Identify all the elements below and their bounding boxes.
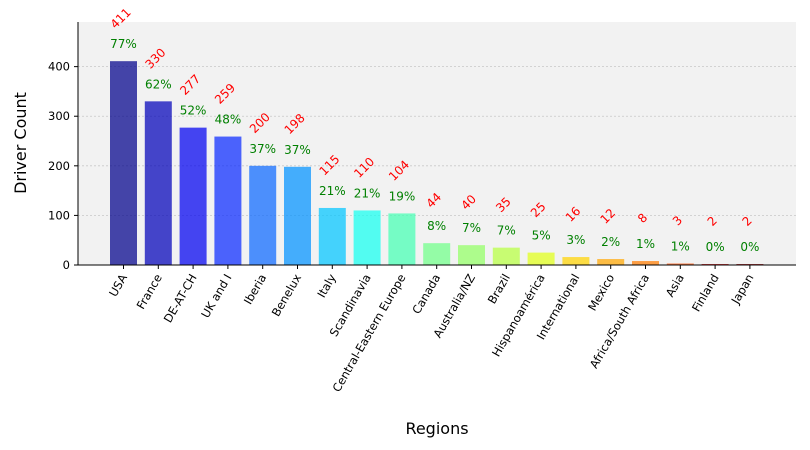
- percent-label: 21%: [354, 186, 381, 200]
- x-tick-label: Finland: [689, 272, 722, 315]
- x-tick-label: Iberia: [241, 272, 269, 307]
- percent-label: 21%: [319, 184, 346, 198]
- percent-label: 7%: [497, 224, 516, 238]
- percent-label: 3%: [566, 233, 585, 247]
- x-tick-label: Mexico: [585, 272, 617, 314]
- percent-labels: 77% 62% 52% 48% 37% 37% 21% 21% 19% 8% 7% 7% 5% 3% 2% 1…: [110, 37, 759, 254]
- percent-label: 19%: [389, 189, 416, 203]
- bars: [110, 61, 764, 265]
- x-tick-label: France: [134, 272, 165, 312]
- bar: [110, 61, 137, 265]
- x-tick-label: Benelux: [269, 271, 305, 319]
- percent-label: 1%: [671, 240, 690, 254]
- percent-label: 2%: [601, 235, 620, 249]
- bar: [214, 136, 242, 265]
- bar: [284, 166, 311, 265]
- bar: [562, 257, 590, 265]
- bar: [388, 213, 416, 265]
- bar: [597, 259, 625, 265]
- y-tick-label: 200: [48, 159, 70, 173]
- bar: [492, 247, 520, 265]
- percent-label: 62%: [145, 77, 172, 91]
- x-tick-label: Asia: [663, 272, 687, 300]
- bar: [632, 261, 659, 265]
- x-tick-label: Italy: [314, 271, 339, 300]
- y-tick-label: 400: [48, 60, 70, 74]
- percent-label: 52%: [180, 104, 207, 118]
- y-tick-label: 0: [63, 258, 70, 272]
- y-tick-label: 300: [48, 109, 70, 123]
- percent-label: 1%: [636, 237, 655, 251]
- percent-label: 7%: [462, 221, 481, 235]
- x-tick-label: USA: [106, 271, 130, 299]
- percent-label: 5%: [532, 229, 551, 243]
- percent-label: 37%: [249, 142, 276, 156]
- percent-label: 77%: [110, 37, 137, 51]
- y-tick-label: 100: [48, 208, 70, 222]
- percent-label: 37%: [284, 143, 311, 157]
- percent-label: 8%: [427, 219, 446, 233]
- x-tick-label: Brazil: [485, 272, 513, 307]
- bar: [249, 165, 277, 265]
- y-axis-title: Driver Count: [11, 92, 30, 194]
- x-tick-label: Japan: [728, 272, 757, 308]
- percent-label: 0%: [706, 240, 725, 254]
- bar: [144, 101, 172, 265]
- x-tick-label: Canada: [409, 272, 443, 317]
- x-tick-label: DE-AT-CH: [161, 272, 200, 326]
- bar: [458, 245, 485, 265]
- percent-label: 0%: [740, 240, 759, 254]
- bar: [423, 243, 451, 265]
- x-axis-title: Regions: [405, 419, 468, 438]
- bar: [527, 252, 555, 265]
- x-tick-label: UK and I: [198, 272, 234, 321]
- percent-label: 48%: [215, 113, 242, 127]
- y-ticks: 0 100 200 300 400: [48, 60, 78, 272]
- bar: [666, 263, 694, 265]
- bar: [318, 207, 346, 265]
- bar: [353, 210, 381, 265]
- bar: [179, 127, 207, 265]
